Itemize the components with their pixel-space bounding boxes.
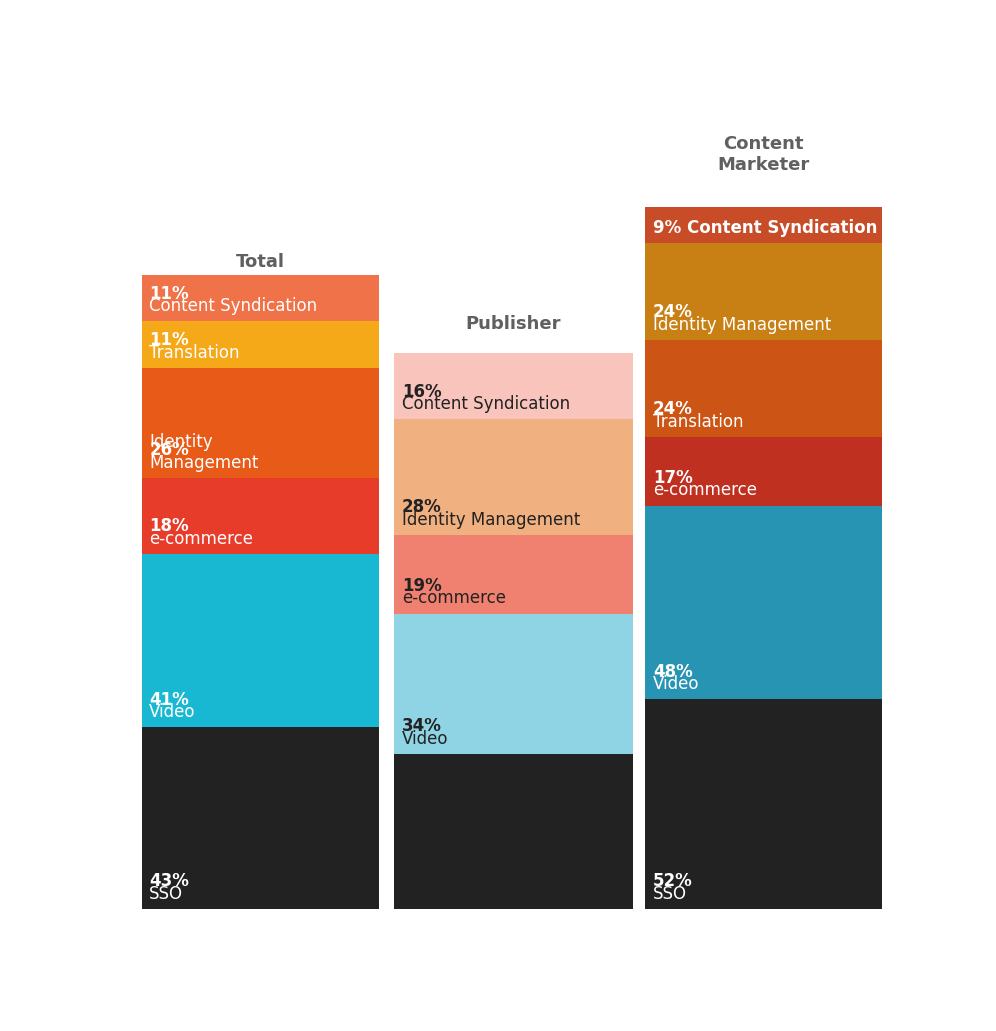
Text: 11%: 11% xyxy=(149,331,189,350)
Text: 43%: 43% xyxy=(149,872,189,891)
Text: Identity Management: Identity Management xyxy=(653,315,832,334)
Text: Total: Total xyxy=(236,253,285,271)
Text: e-commerce: e-commerce xyxy=(402,590,506,607)
Text: SSO: SSO xyxy=(653,885,687,903)
Text: 48%: 48% xyxy=(653,663,693,680)
Text: 11%: 11% xyxy=(149,285,189,302)
Text: Identity Management: Identity Management xyxy=(402,511,581,529)
Text: 52%: 52% xyxy=(653,872,693,891)
Bar xyxy=(645,437,882,505)
Text: e-commerce: e-commerce xyxy=(653,481,757,499)
Text: Content Syndication: Content Syndication xyxy=(149,297,318,315)
Text: Publisher: Publisher xyxy=(466,314,562,333)
Text: 24%: 24% xyxy=(653,400,693,419)
Bar xyxy=(645,699,882,909)
Text: 26%: 26% xyxy=(149,441,189,459)
Bar xyxy=(394,420,632,535)
Text: SSO: SSO xyxy=(402,885,436,903)
Bar xyxy=(394,354,632,420)
Bar xyxy=(394,535,632,613)
Text: 17%: 17% xyxy=(653,469,693,487)
Text: Translation: Translation xyxy=(149,343,240,362)
Bar xyxy=(141,477,378,554)
Bar xyxy=(645,207,882,243)
Text: 19%: 19% xyxy=(402,577,441,595)
Bar xyxy=(645,243,882,340)
Bar xyxy=(645,340,882,437)
Text: 9% Content Syndication: 9% Content Syndication xyxy=(653,219,877,237)
Text: SSO: SSO xyxy=(149,885,183,903)
Text: 37.5%: 37.5% xyxy=(402,872,460,891)
Bar xyxy=(645,505,882,699)
Text: 28%: 28% xyxy=(402,498,441,517)
Text: Translation: Translation xyxy=(653,412,744,431)
Text: Video: Video xyxy=(149,703,196,721)
Bar xyxy=(141,554,378,727)
Bar xyxy=(141,368,378,477)
Bar xyxy=(141,322,378,368)
Text: 41%: 41% xyxy=(149,691,189,708)
Bar xyxy=(141,274,378,322)
Text: e-commerce: e-commerce xyxy=(149,530,253,547)
Text: 16%: 16% xyxy=(402,383,441,401)
Text: Video: Video xyxy=(653,675,699,693)
Bar xyxy=(394,613,632,754)
Bar xyxy=(141,727,378,909)
Text: Content Syndication: Content Syndication xyxy=(402,395,570,413)
Text: 34%: 34% xyxy=(402,718,442,735)
Text: Content
Marketer: Content Marketer xyxy=(718,135,810,174)
Bar xyxy=(394,754,632,909)
Text: Video: Video xyxy=(402,730,448,747)
Text: 18%: 18% xyxy=(149,518,189,535)
Text: Identity
Management: Identity Management xyxy=(149,433,259,471)
Text: 24%: 24% xyxy=(653,303,693,322)
